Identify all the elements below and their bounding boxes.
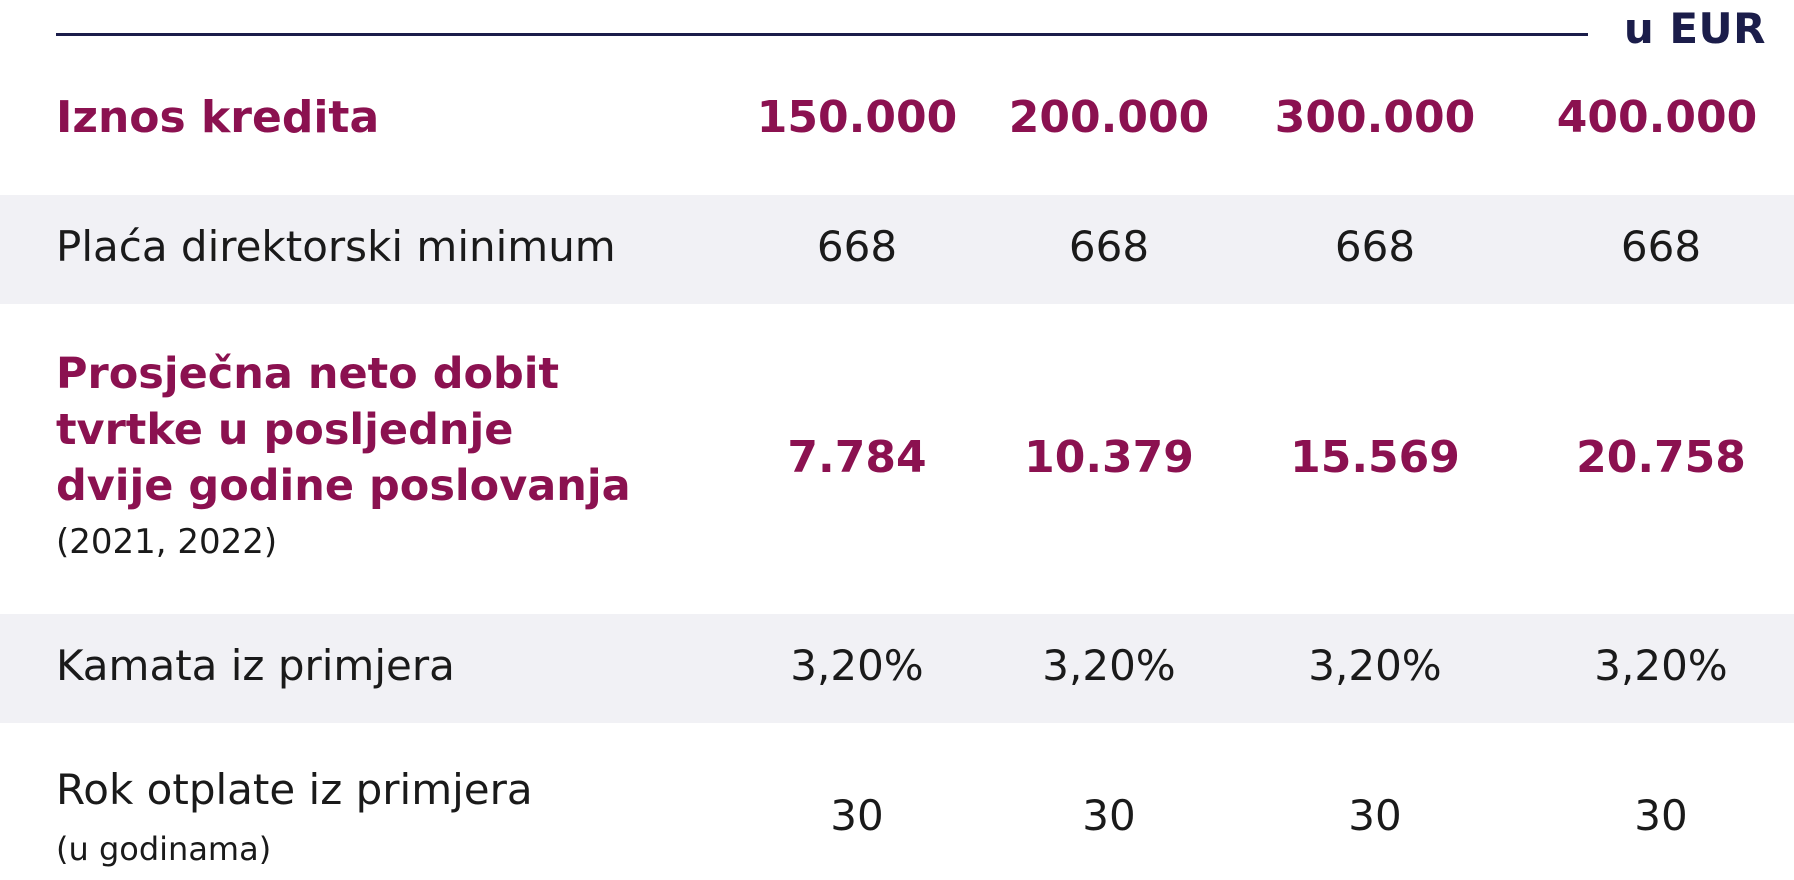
table-row-interest: Kamata iz primjera 3,20% 3,20% 3,20% 3,2… [0, 614, 1794, 723]
loan-amount-col-2: 200.000 [1008, 92, 1210, 143]
repayment-term-col-3: 30 [1348, 791, 1402, 840]
interest-col-4: 3,20% [1594, 641, 1728, 690]
salary-col-3: 668 [1334, 222, 1416, 271]
interest-col-1: 3,20% [790, 641, 924, 690]
net-profit-col-3: 15.569 [1290, 432, 1460, 483]
interest-col-2: 3,20% [1042, 641, 1176, 690]
loan-amount-label: Iznos kredita [56, 92, 380, 143]
table-row-net-profit: Prosječna neto dobit tvrtke u posljednje… [0, 304, 1794, 614]
repayment-term-col-1: 30 [830, 791, 884, 840]
repayment-term-unit: (u godinama) [56, 830, 272, 868]
loan-amount-col-1: 150.000 [756, 92, 958, 143]
repayment-term-col-2: 30 [1082, 791, 1136, 840]
table-row-repayment-term: Rok otplate iz primjera (u godinama) 30 … [0, 723, 1794, 880]
salary-col-1: 668 [816, 222, 898, 271]
net-profit-label: Prosječna neto dobit tvrtke u posljednje… [56, 346, 631, 514]
net-profit-label-line-2: tvrtke u posljednje [56, 405, 514, 455]
currency-unit-label: u EUR [1623, 4, 1766, 53]
net-profit-label-line-1: Prosječna neto dobit [56, 349, 560, 399]
interest-col-3: 3,20% [1308, 641, 1442, 690]
interest-label: Kamata iz primjera [56, 641, 455, 690]
salary-label: Plaća direktorski minimum [56, 222, 616, 271]
top-rule [56, 33, 1588, 36]
table-row-salary: Plaća direktorski minimum 668 668 668 66… [0, 195, 1794, 304]
loan-amount-col-4: 400.000 [1556, 92, 1758, 143]
net-profit-col-4: 20.758 [1576, 432, 1746, 483]
net-profit-label-line-3: dvije godine poslovanja [56, 461, 631, 511]
net-profit-col-2: 10.379 [1024, 432, 1194, 483]
repayment-term-label: Rok otplate iz primjera [56, 765, 533, 814]
salary-col-4: 668 [1620, 222, 1702, 271]
net-profit-col-1: 7.784 [787, 432, 927, 483]
repayment-term-col-4: 30 [1634, 791, 1688, 840]
net-profit-years: (2021, 2022) [56, 522, 278, 562]
salary-col-2: 668 [1068, 222, 1150, 271]
header-row: Iznos kredita 150.000 200.000 300.000 40… [0, 70, 1794, 190]
loan-amount-col-3: 300.000 [1274, 92, 1476, 143]
